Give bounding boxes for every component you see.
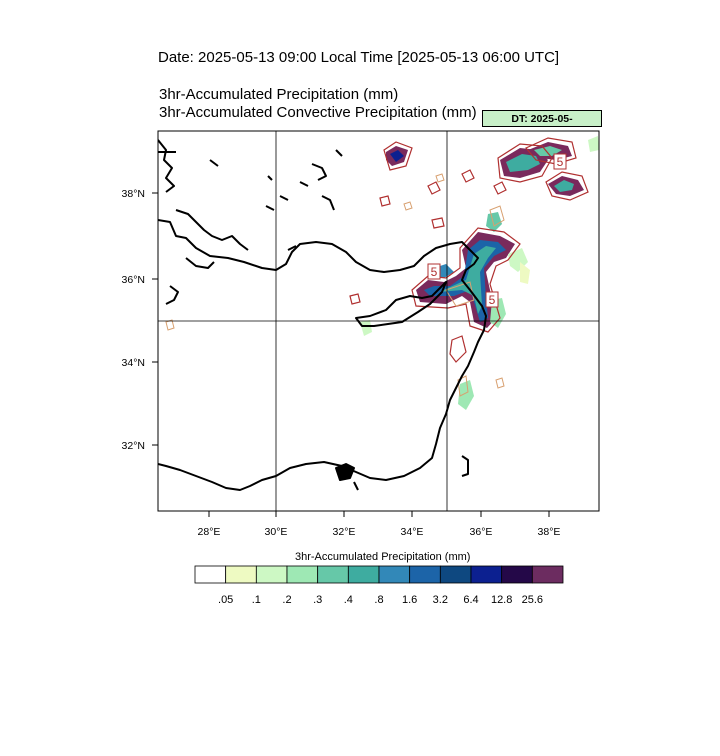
colorbar-swatch	[409, 565, 441, 584]
contour-value-labels: 5 5 5	[427, 153, 567, 308]
colorbar	[194, 565, 564, 584]
lon-tick-label: 36°E	[470, 526, 493, 538]
colorbar-label: 3.2	[432, 594, 448, 606]
map-frame	[157, 130, 600, 512]
date-title: Date: 2025-05-13 09:00 Local Time [2025-…	[158, 49, 560, 66]
colorbar-swatch	[194, 565, 227, 584]
colorbar-swatch	[531, 565, 564, 584]
precip-title: 3hr-Accumulated Precipitation (mm)	[159, 86, 399, 103]
lat-tick-label: 36°N	[122, 274, 145, 286]
colorbar-swatch	[255, 565, 288, 584]
contour-label: 5	[431, 265, 438, 279]
lat-tick-label: 34°N	[122, 357, 145, 369]
convective-precip-title: 3hr-Accumulated Convective Precipitation…	[159, 104, 477, 121]
lon-tick-label: 38°E	[538, 526, 561, 538]
colorbar-label: .8	[374, 594, 384, 606]
colorbar-label: 6.4	[463, 594, 479, 606]
colorbar-label: .05	[218, 594, 234, 606]
colorbar-swatch	[470, 565, 503, 584]
lon-tick-label: 32°E	[333, 526, 356, 538]
lon-tick-label: 30°E	[265, 526, 288, 538]
colorbar-swatch	[501, 565, 533, 584]
colorbar-swatch	[286, 565, 319, 584]
lon-tick-label: 28°E	[198, 526, 221, 538]
colorbar-swatch	[347, 565, 380, 584]
colorbar-swatch	[439, 565, 472, 584]
lat-tick-label: 38°N	[122, 188, 145, 200]
contour-label: 5	[557, 155, 564, 169]
colorbar-swatch	[225, 565, 257, 584]
convective-contours-light	[165, 173, 505, 397]
map-gridlines	[158, 131, 599, 511]
colorbar-label: .4	[343, 594, 353, 606]
colorbar-swatch	[317, 565, 349, 584]
lon-tick-label: 34°E	[401, 526, 424, 538]
colorbar-label: 12.8	[490, 594, 513, 606]
coastlines	[158, 139, 487, 491]
colorbar-label: .1	[251, 594, 261, 606]
contour-label: 5	[489, 293, 496, 307]
colorbar-swatch	[378, 565, 411, 584]
latitude-axis: 38°N 36°N 34°N 32°N	[122, 188, 158, 452]
longitude-axis: 28°E 30°E 32°E 34°E 36°E 38°E	[198, 511, 561, 538]
lat-tick-label: 32°N	[122, 440, 145, 452]
colorbar-label: .3	[313, 594, 323, 606]
colorbar-label: .2	[282, 594, 292, 606]
colorbar-title: 3hr-Accumulated Precipitation (mm)	[295, 551, 471, 563]
colorbar-label: 1.6	[402, 594, 418, 606]
colorbar-label: 25.6	[521, 594, 544, 606]
